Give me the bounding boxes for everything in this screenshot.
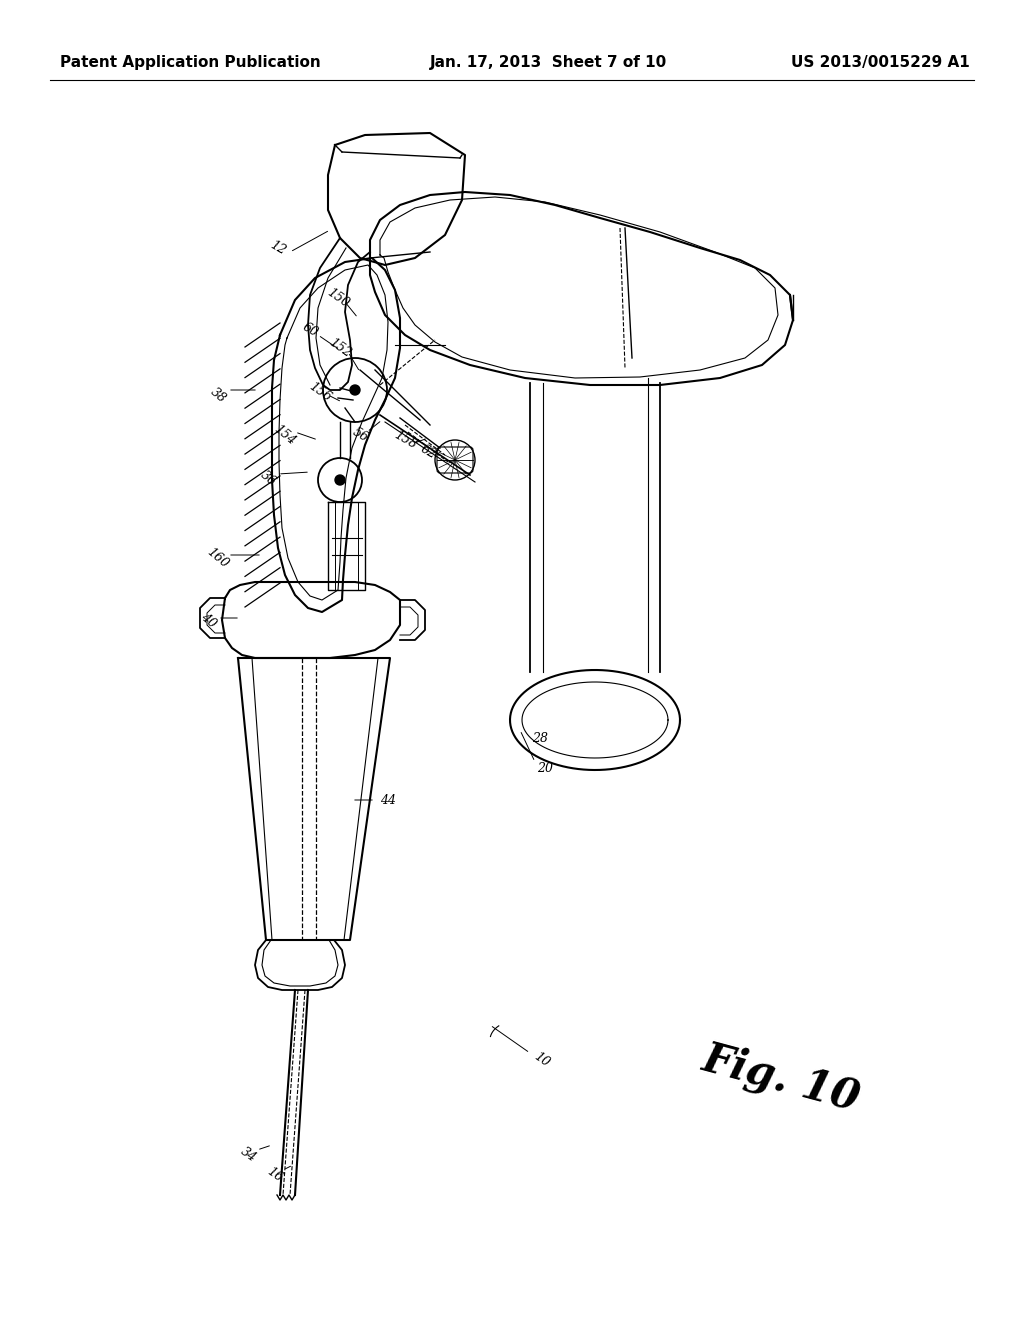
Text: 158: 158 — [391, 429, 419, 451]
Text: Fig. 10: Fig. 10 — [698, 1036, 865, 1119]
Text: 16: 16 — [265, 1166, 286, 1185]
Text: 40: 40 — [198, 610, 218, 630]
Text: 36: 36 — [258, 467, 279, 488]
Circle shape — [335, 475, 345, 484]
Text: 12: 12 — [268, 239, 288, 257]
Text: 150: 150 — [325, 286, 351, 310]
Text: 156: 156 — [306, 380, 334, 404]
Text: Patent Application Publication: Patent Application Publication — [60, 54, 321, 70]
Text: Jan. 17, 2013  Sheet 7 of 10: Jan. 17, 2013 Sheet 7 of 10 — [430, 54, 668, 70]
Text: 38: 38 — [208, 385, 228, 405]
Text: 62: 62 — [418, 442, 438, 462]
Text: 28: 28 — [532, 731, 548, 744]
Circle shape — [350, 385, 360, 395]
Text: 152: 152 — [327, 335, 353, 360]
Text: 44: 44 — [380, 793, 396, 807]
Text: 154: 154 — [271, 422, 298, 447]
Text: 56: 56 — [350, 425, 371, 445]
Text: US 2013/0015229 A1: US 2013/0015229 A1 — [792, 54, 970, 70]
Text: 160: 160 — [205, 545, 231, 570]
Text: 60: 60 — [300, 321, 321, 339]
Text: 10: 10 — [531, 1051, 552, 1071]
Text: 20: 20 — [537, 762, 553, 775]
Text: 34: 34 — [238, 1144, 258, 1166]
